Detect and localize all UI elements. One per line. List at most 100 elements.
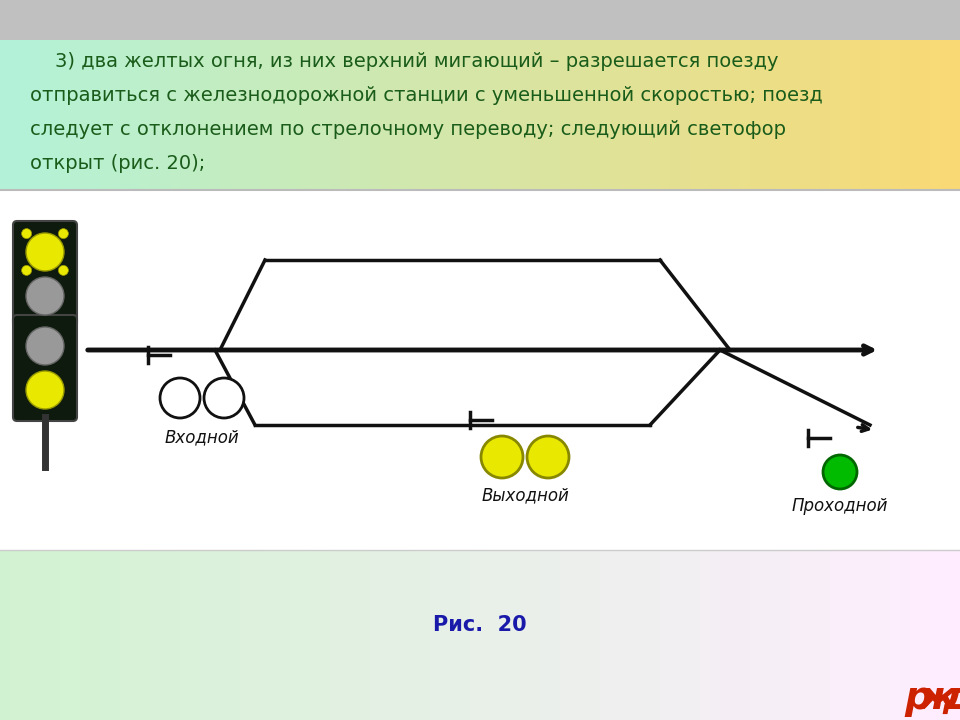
Bar: [930, 40, 940, 190]
Bar: [590, 550, 600, 720]
Bar: [350, 40, 360, 190]
Text: отправиться с железнодорожной станции с уменьшенной скоростью; поезд: отправиться с железнодорожной станции с …: [30, 86, 823, 105]
Bar: [630, 550, 640, 720]
Bar: [460, 550, 470, 720]
Circle shape: [481, 436, 523, 478]
Bar: [950, 40, 960, 190]
Bar: [420, 550, 430, 720]
Bar: [330, 40, 340, 190]
Bar: [50, 550, 60, 720]
Bar: [30, 550, 40, 720]
Bar: [70, 550, 80, 720]
Bar: [250, 40, 260, 190]
Bar: [130, 40, 140, 190]
Bar: [410, 550, 420, 720]
Bar: [940, 550, 950, 720]
Text: Выходной: Выходной: [481, 486, 569, 504]
Bar: [320, 40, 330, 190]
Bar: [90, 40, 100, 190]
Bar: [250, 550, 260, 720]
Text: Проходной: Проходной: [792, 497, 888, 515]
Text: Рис.  20: Рис. 20: [433, 615, 527, 635]
Bar: [200, 40, 210, 190]
Bar: [850, 40, 860, 190]
Bar: [100, 550, 110, 720]
Bar: [670, 550, 680, 720]
Bar: [880, 550, 890, 720]
Bar: [20, 550, 30, 720]
Bar: [640, 550, 650, 720]
Bar: [310, 40, 320, 190]
Bar: [620, 40, 630, 190]
Bar: [360, 40, 370, 190]
Bar: [570, 550, 580, 720]
Bar: [890, 40, 900, 190]
Bar: [890, 550, 900, 720]
Text: 3) два желтых огня, из них верхний мигающий – разрешается поезду: 3) два желтых огня, из них верхний мигаю…: [30, 52, 779, 71]
Bar: [750, 550, 760, 720]
Bar: [220, 40, 230, 190]
Bar: [240, 40, 250, 190]
Bar: [750, 40, 760, 190]
Bar: [620, 550, 630, 720]
Bar: [0, 190, 960, 550]
Bar: [0, 0, 960, 40]
Bar: [830, 550, 840, 720]
Bar: [910, 40, 920, 190]
Bar: [630, 40, 640, 190]
Bar: [180, 550, 190, 720]
Circle shape: [22, 266, 32, 275]
Bar: [490, 40, 500, 190]
Bar: [50, 40, 60, 190]
Bar: [680, 40, 690, 190]
Bar: [760, 550, 770, 720]
Bar: [660, 40, 670, 190]
Circle shape: [26, 277, 64, 315]
Bar: [310, 550, 320, 720]
Bar: [410, 40, 420, 190]
Bar: [170, 40, 180, 190]
Bar: [80, 40, 90, 190]
Bar: [240, 550, 250, 720]
Bar: [700, 550, 710, 720]
Bar: [600, 40, 610, 190]
Bar: [370, 40, 380, 190]
Bar: [830, 40, 840, 190]
Bar: [800, 550, 810, 720]
Bar: [670, 40, 680, 190]
Bar: [480, 40, 490, 190]
Bar: [520, 40, 530, 190]
Bar: [180, 40, 190, 190]
Bar: [570, 40, 580, 190]
Bar: [350, 550, 360, 720]
Bar: [510, 550, 520, 720]
Bar: [500, 550, 510, 720]
Bar: [10, 40, 20, 190]
Bar: [290, 550, 300, 720]
Bar: [860, 550, 870, 720]
Bar: [840, 550, 850, 720]
Bar: [920, 40, 930, 190]
Bar: [710, 40, 720, 190]
Bar: [390, 40, 400, 190]
Bar: [400, 550, 410, 720]
Circle shape: [823, 455, 857, 489]
Bar: [660, 550, 670, 720]
Bar: [470, 550, 480, 720]
Bar: [490, 550, 500, 720]
Bar: [940, 40, 950, 190]
Bar: [400, 40, 410, 190]
Bar: [550, 550, 560, 720]
Bar: [370, 550, 380, 720]
Bar: [910, 550, 920, 720]
Bar: [780, 550, 790, 720]
Bar: [920, 550, 930, 720]
Bar: [120, 550, 130, 720]
Bar: [700, 40, 710, 190]
Bar: [390, 550, 400, 720]
Text: открыт (рис. 20);: открыт (рис. 20);: [30, 154, 205, 173]
Bar: [870, 40, 880, 190]
Bar: [380, 550, 390, 720]
Bar: [820, 40, 830, 190]
Bar: [260, 40, 270, 190]
